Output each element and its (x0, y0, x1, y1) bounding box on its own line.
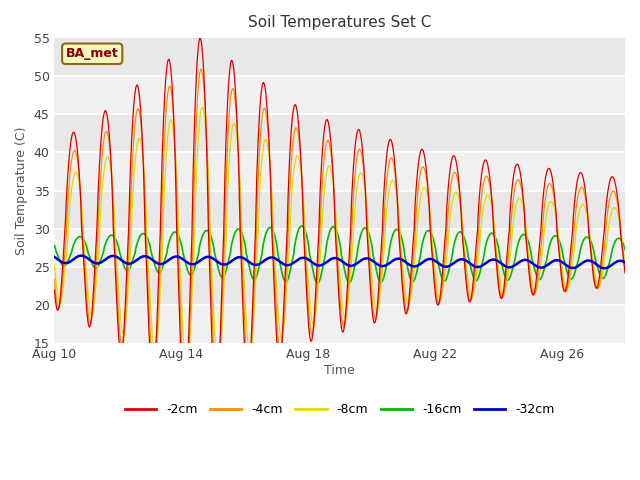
Bar (54, 305, 625, 343)
Bar (54, 191, 625, 228)
Bar (54, 76, 625, 114)
X-axis label: Time: Time (324, 364, 355, 377)
Legend: -2cm, -4cm, -8cm, -16cm, -32cm: -2cm, -4cm, -8cm, -16cm, -32cm (120, 398, 559, 421)
Bar (54, 153, 625, 191)
Bar (54, 114, 625, 153)
Bar (54, 38, 625, 76)
Title: Soil Temperatures Set C: Soil Temperatures Set C (248, 15, 431, 30)
Text: BA_met: BA_met (66, 47, 118, 60)
Bar (54, 267, 625, 305)
Y-axis label: Soil Temperature (C): Soil Temperature (C) (15, 126, 28, 255)
Bar (54, 228, 625, 267)
